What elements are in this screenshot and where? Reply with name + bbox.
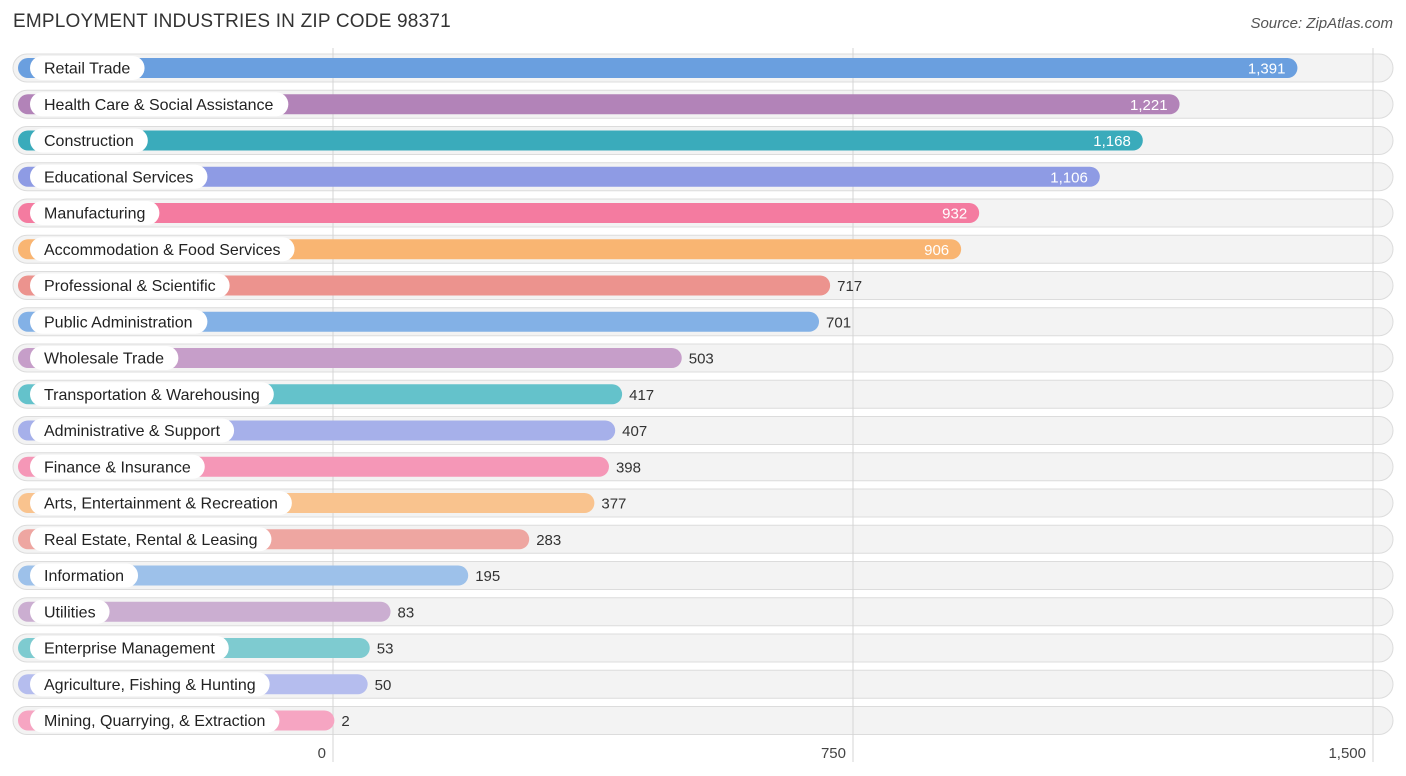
category-pill (30, 164, 208, 189)
category-pill (30, 636, 229, 660)
value-label: 195 (475, 568, 500, 585)
category-pill (30, 56, 145, 80)
value-label: 83 (398, 604, 415, 621)
value-label: 1,391 (1248, 61, 1286, 78)
bar (18, 130, 1143, 151)
value-label: 717 (837, 278, 862, 295)
category-label: Construction (44, 133, 134, 150)
category-pill (30, 309, 208, 334)
bar-track (12, 706, 1394, 735)
bar (18, 94, 1180, 115)
category-label: Administrative & Support (44, 423, 221, 440)
category-label: Manufacturing (44, 206, 145, 223)
category-label: Professional & Scientific (44, 278, 216, 295)
category-pill (30, 563, 139, 588)
category-pill (30, 672, 270, 697)
category-label: Agriculture, Fishing & Hunting (44, 677, 256, 694)
category-pill (30, 454, 205, 479)
category-pill (30, 708, 280, 733)
value-label: 417 (629, 387, 654, 404)
category-label: Mining, Quarrying, & Extraction (44, 713, 265, 730)
category-pill (30, 527, 272, 552)
bars: Retail Trade 1,391 Health Care & Social As… (18, 56, 1298, 733)
category-pill (30, 237, 295, 262)
category-label: Retail Trade (44, 61, 130, 78)
chart-source: Source: ZipAtlas.com (1250, 15, 1393, 32)
value-label: 1,221 (1130, 97, 1168, 114)
value-label: 932 (942, 206, 967, 223)
value-label: 906 (924, 242, 949, 259)
category-label: Real Estate, Rental & Leasing (44, 532, 257, 549)
category-pill (30, 599, 110, 624)
chart-title: EMPLOYMENT INDUSTRIES IN ZIP CODE 98371 (13, 11, 451, 32)
category-label: Public Administration (44, 314, 193, 331)
value-label: 701 (826, 314, 851, 331)
value-label: 283 (536, 532, 561, 549)
bar (18, 348, 682, 368)
category-label: Transportation & Warehousing (44, 387, 260, 404)
tick-label: 1,500 (1328, 745, 1366, 762)
tick-label: 0 (318, 745, 326, 762)
category-label: Utilities (44, 604, 96, 621)
category-pill (30, 128, 148, 153)
category-label: Information (44, 568, 124, 585)
bar (18, 311, 820, 332)
category-pill (30, 418, 235, 443)
bar (18, 601, 391, 622)
value-label: 50 (375, 677, 392, 694)
category-label: Educational Services (44, 169, 193, 186)
category-label: Health Care & Social Assistance (44, 97, 274, 114)
value-label: 1,168 (1093, 133, 1131, 150)
tick-label: 750 (821, 745, 846, 762)
category-pill (30, 346, 179, 370)
category-pill (30, 491, 292, 515)
value-label: 2 (341, 713, 349, 730)
category-pill (30, 92, 289, 117)
category-label: Wholesale Trade (44, 351, 164, 368)
value-label: 398 (616, 459, 641, 476)
bar (18, 58, 1298, 78)
category-pill (30, 201, 160, 225)
category-pill (30, 382, 274, 407)
category-label: Finance & Insurance (44, 459, 191, 476)
value-label: 407 (622, 423, 647, 440)
category-label: Enterprise Management (44, 641, 215, 658)
x-axis-ticks: 0 750 1,500 (318, 745, 1366, 762)
value-label: 377 (601, 496, 626, 513)
bar (18, 203, 980, 223)
category-label: Accommodation & Food Services (44, 242, 281, 259)
value-label: 503 (689, 351, 714, 368)
value-label: 53 (377, 641, 394, 658)
value-label: 1,106 (1050, 169, 1088, 186)
category-pill (30, 273, 230, 298)
bar (18, 166, 1100, 187)
category-label: Arts, Entertainment & Recreation (44, 496, 278, 513)
